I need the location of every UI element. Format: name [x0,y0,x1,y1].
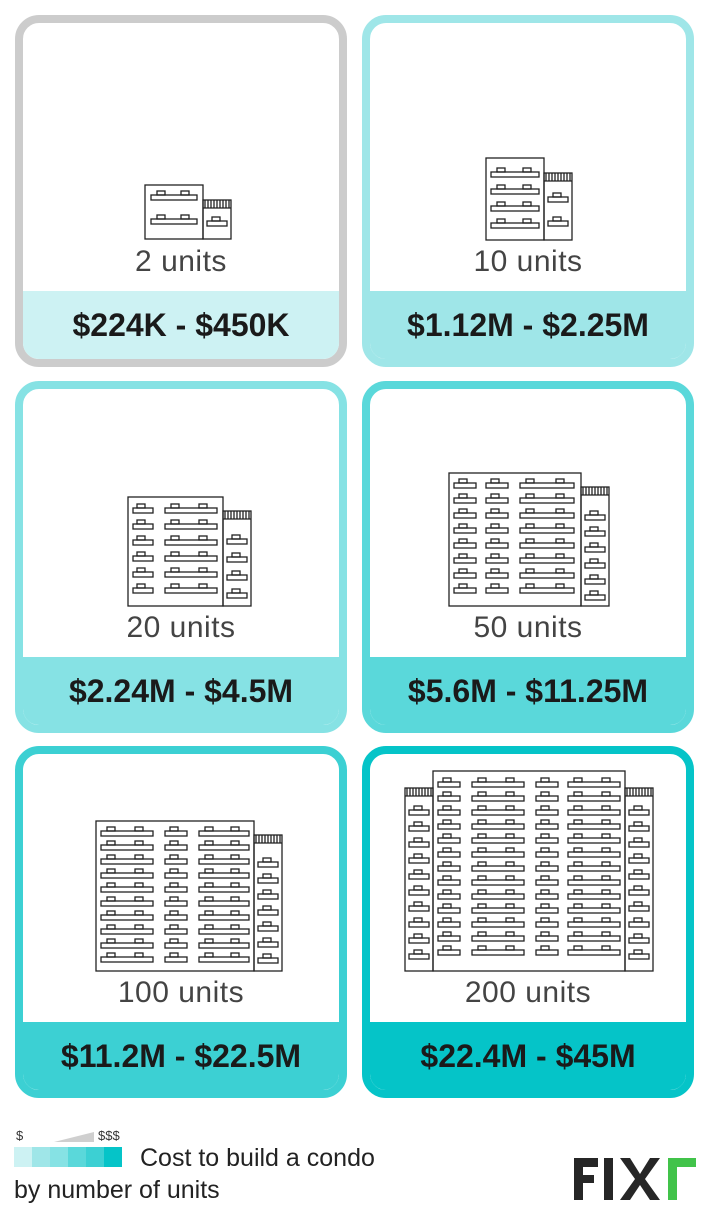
cost-card-100-units: 100 units $11.2M - $22.5M [15,746,347,1098]
units-label: 100 units [117,976,245,1009]
cost-card-2-units: 2 units $224K - $450K [15,15,347,367]
condo-building-icon [370,389,686,609]
units-label: 200 units [464,976,592,1009]
price-range: $224K - $450K [23,291,339,359]
legend-swatch [32,1147,50,1167]
price-range: $11.2M - $22.5M [23,1022,339,1090]
cost-card-20-units: 20 units $2.24M - $4.5M [15,381,347,733]
legend-swatch [50,1147,68,1167]
units-label: 20 units [126,611,236,644]
units-label: 10 units [473,245,583,278]
condo-building-icon [370,754,686,974]
legend-swatch [68,1147,86,1167]
condo-building-icon [23,23,339,243]
fixr-logo [574,1158,696,1200]
price-range: $1.12M - $2.25M [370,291,686,359]
legend-low-label: $ [16,1128,24,1143]
condo-building-icon [370,23,686,243]
legend-caption-line1: Cost to build a condo [140,1144,375,1172]
price-range: $2.24M - $4.5M [23,657,339,725]
cost-card-200-units: 200 units $22.4M - $45M [362,746,694,1098]
condo-building-icon [23,754,339,974]
cost-card-50-units: 50 units $5.6M - $11.25M [362,381,694,733]
cost-card-10-units: 10 units $1.12M - $2.25M [362,15,694,367]
price-range: $5.6M - $11.25M [370,657,686,725]
legend-swatch [14,1147,32,1167]
cost-legend: $ $$$ Cost to build a condo by number of… [14,1128,414,1208]
legend-caption-line2: by number of units [14,1176,220,1204]
legend-swatch [86,1147,104,1167]
condo-building-icon [23,389,339,609]
legend-color-scale [14,1147,122,1167]
units-label: 2 units [135,245,227,278]
scale-wedge-icon [54,1132,94,1142]
units-label: 50 units [473,611,583,644]
legend-swatch [104,1147,122,1167]
legend-high-label: $$$ [98,1128,120,1143]
price-range: $22.4M - $45M [370,1022,686,1090]
